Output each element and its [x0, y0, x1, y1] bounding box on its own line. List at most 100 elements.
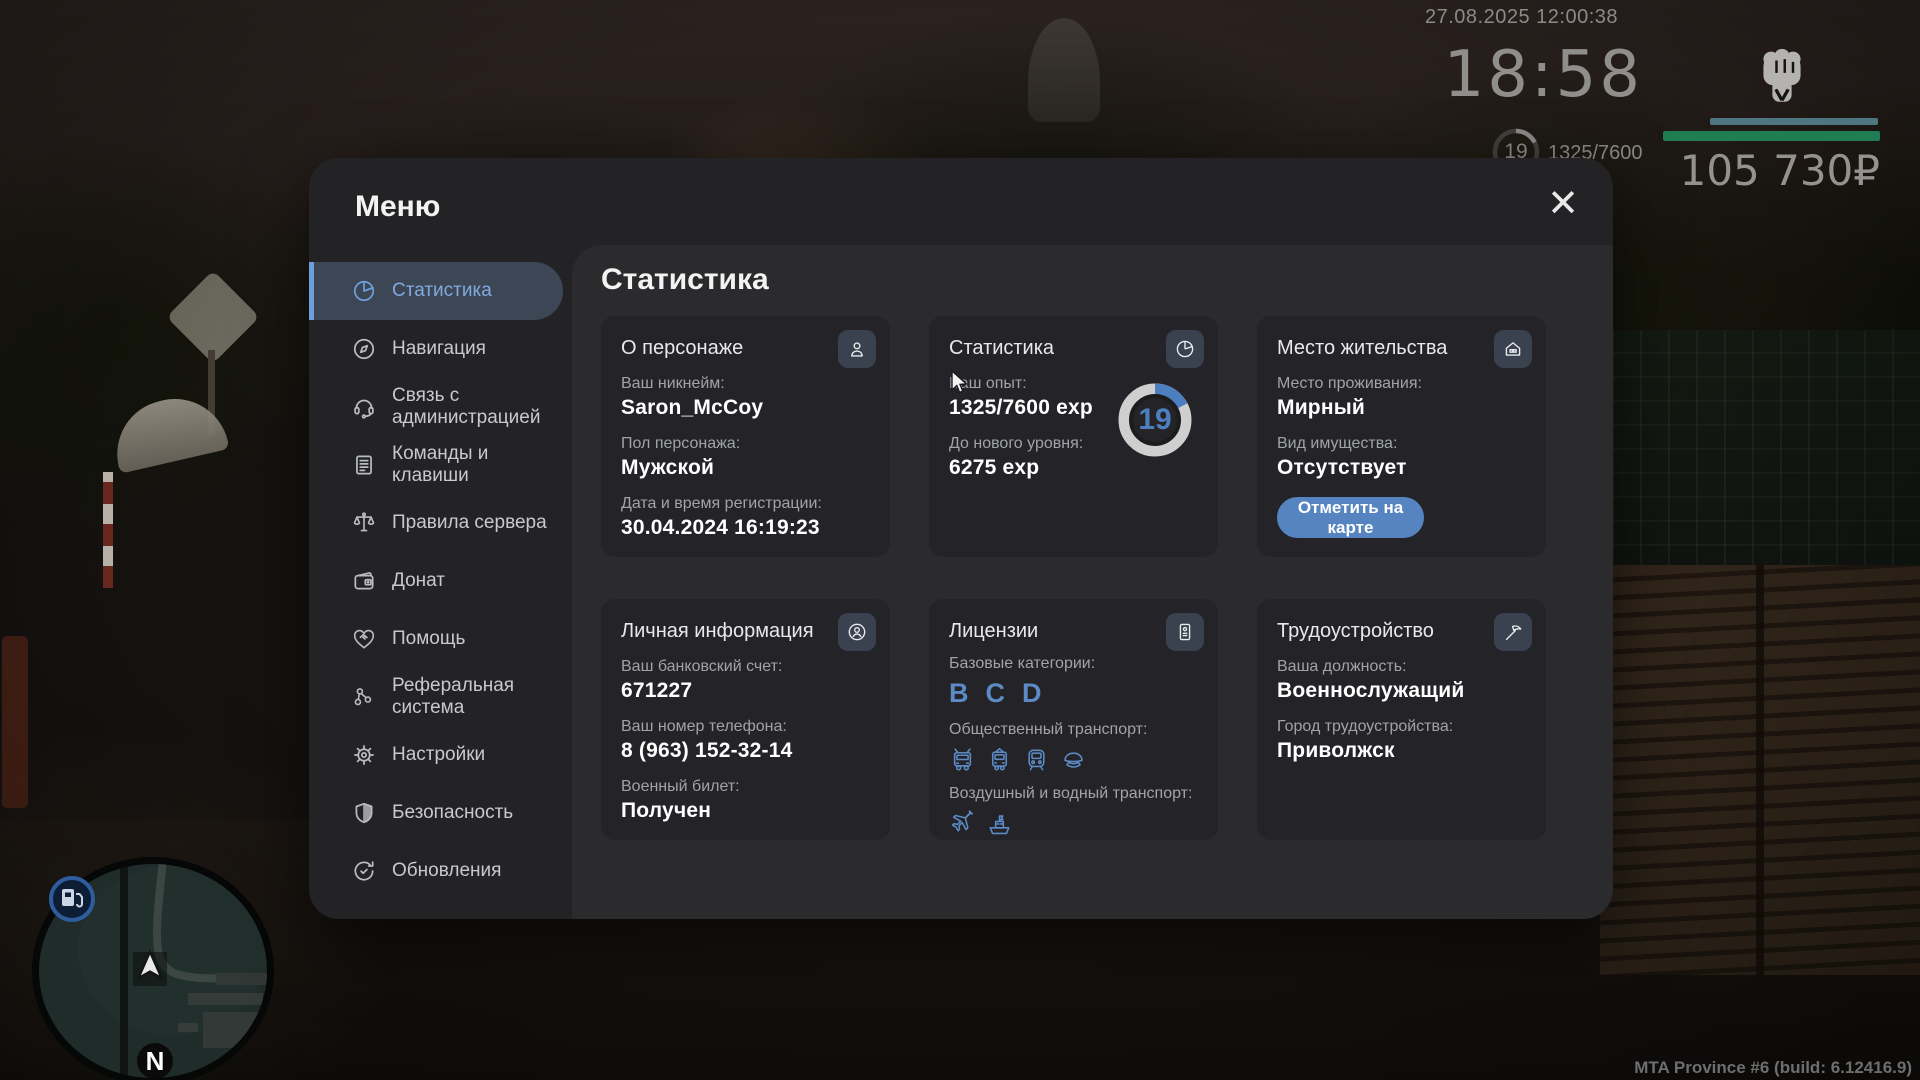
field-label: Воздушный и водный транспорт:: [949, 785, 1193, 802]
svg-text:N: N: [146, 1046, 165, 1076]
field-value: Saron_McCoy: [621, 396, 764, 419]
person-circle-icon: [848, 623, 866, 641]
pie-chart-icon: [353, 280, 375, 302]
sidebar-item-label: Настройки: [392, 743, 486, 765]
field-label: Дата и время регистрации:: [621, 495, 822, 512]
sidebar-item-label: Навигация: [392, 337, 486, 359]
person-badge: [838, 330, 876, 368]
field-value: Мужской: [621, 456, 715, 479]
card-title: Статистика: [949, 337, 1055, 359]
document-list-icon: [356, 455, 372, 475]
scene-water-tower: [1028, 18, 1100, 122]
card-title: Лицензии: [949, 620, 1039, 642]
card-personal-info: Личная информация Ваш банковский счет: 6…: [601, 599, 890, 840]
stamina-bar: [1710, 118, 1878, 125]
public-transport-licenses: [949, 746, 1198, 773]
field-value: 6275 exp: [949, 456, 1040, 479]
sidebar-item-label: Команды и клавиши: [392, 442, 489, 486]
air-water-licenses: [949, 810, 1198, 837]
scene-orange-post: [2, 636, 28, 808]
wallet-icon: [354, 572, 374, 590]
close-icon[interactable]: ✕: [1547, 181, 1579, 225]
id-card-badge: [1166, 613, 1204, 651]
field-value: 671227: [621, 679, 693, 702]
sidebar-item-help[interactable]: Помощь: [309, 610, 572, 668]
field-value: Отсутствует: [1277, 456, 1407, 479]
field-label: Ваш номер телефона:: [621, 718, 787, 735]
field-label: До нового уровня:: [949, 435, 1084, 452]
field-label: Ваш опыт:: [949, 375, 1027, 392]
field-label: Военный билет:: [621, 778, 740, 795]
sidebar-item-commands-keys[interactable]: Команды и клавиши: [309, 436, 572, 494]
person-circle-badge: [838, 613, 876, 651]
page-title: Статистика: [601, 263, 769, 296]
sidebar-item-label: Безопасность: [392, 801, 514, 823]
sidebar-item-server-rules[interactable]: Правила сервера: [309, 494, 572, 552]
menu-title: Меню: [355, 190, 441, 223]
sidebar: Статистика Навигация Связь с администрац…: [309, 262, 572, 900]
metro-icon: [1028, 749, 1045, 771]
card-statistics: Статистика Ваш опыт: 1325/7600 exp До но…: [929, 316, 1218, 557]
card-title: О персонаже: [621, 337, 744, 359]
field-label: Ваш банковский счет:: [621, 658, 783, 675]
hud-datetime: 27.08.2025 12:00:38: [1424, 6, 1618, 28]
driver-cap-icon: [1064, 752, 1083, 768]
shield-icon: [355, 802, 373, 824]
heart-handshake-icon: [353, 629, 375, 649]
house-badge: [1494, 330, 1532, 368]
scene-log-seam: [1756, 565, 1764, 975]
card-licenses: Лицензии Базовые категории: B C D Общест…: [929, 599, 1218, 840]
sidebar-item-label: Связь с администрацией: [392, 384, 541, 428]
content-area: Статистика О персонаже Ваш никнейм: Saro…: [572, 245, 1613, 919]
mouse-cursor: [951, 370, 969, 394]
minimap-road-dark: [120, 864, 128, 1078]
field-value: 1325/7600 exp: [949, 396, 1093, 419]
gear-icon: [354, 745, 374, 765]
card-title: Место жительства: [1277, 337, 1448, 359]
field-label: Вид имущества:: [1277, 435, 1398, 452]
hud-clock: 18:58: [1443, 38, 1643, 112]
sidebar-item-donate[interactable]: Донат: [309, 552, 572, 610]
refresh-check-icon: [354, 861, 374, 881]
field-label: Ваш никнейм:: [621, 375, 725, 392]
server-watermark: MTA Province #6 (build: 6.12416.9): [1634, 1058, 1912, 1077]
pickaxe-icon: [1505, 625, 1522, 641]
menu-panel: Меню ✕ Статистика Навигация Связь с ад: [309, 158, 1613, 919]
network-icon: [354, 688, 372, 706]
sidebar-item-settings[interactable]: Настройки: [309, 726, 572, 784]
sidebar-item-statistics[interactable]: Статистика: [309, 262, 563, 320]
sidebar-item-referral[interactable]: Реферальная система: [309, 668, 572, 726]
sidebar-item-label: Помощь: [392, 627, 466, 649]
scene-sign-pole: [208, 350, 215, 436]
pickaxe-badge: [1494, 613, 1532, 651]
mark-on-map-button[interactable]: Отметить на карте: [1277, 497, 1424, 538]
sidebar-item-label: Донат: [392, 569, 445, 591]
field-label: Пол персонажа:: [621, 435, 741, 452]
field-value: Военнослужащий: [1277, 679, 1465, 702]
person-icon: [851, 342, 863, 357]
field-label: Город трудоустройства:: [1277, 718, 1454, 735]
sidebar-item-navigation[interactable]: Навигация: [309, 320, 572, 378]
card-employment: Трудоустройство Ваша должность: Военносл…: [1257, 599, 1546, 840]
sidebar-item-updates[interactable]: Обновления: [309, 842, 572, 900]
level-progress-ring: [1118, 383, 1192, 457]
sidebar-item-label: Обновления: [392, 859, 502, 881]
card-title: Трудоустройство: [1277, 620, 1434, 642]
sidebar-item-label: Реферальная система: [392, 674, 515, 718]
compass-icon: [353, 338, 375, 360]
hud-money: 105 730₽: [1679, 146, 1880, 195]
field-label: Общественный транспорт:: [949, 721, 1148, 738]
health-bar: [1663, 131, 1880, 141]
gas-station-icon: [49, 876, 95, 922]
level-value: 19: [1138, 403, 1172, 436]
field-value: Приволжск: [1277, 739, 1395, 762]
sidebar-item-admin-contact[interactable]: Связь с администрацией: [309, 378, 572, 436]
scales-icon: [353, 512, 375, 532]
fist-icon: [1763, 48, 1801, 102]
trolleybus-icon: [953, 748, 972, 771]
card-about-character: О персонаже Ваш никнейм: Saron_McCoy Пол…: [601, 316, 890, 557]
sidebar-item-security[interactable]: Безопасность: [309, 784, 572, 842]
field-label: Ваша должность:: [1277, 658, 1407, 675]
field-value: 30.04.2024 16:19:23: [621, 516, 820, 539]
category-b: B: [949, 678, 969, 708]
